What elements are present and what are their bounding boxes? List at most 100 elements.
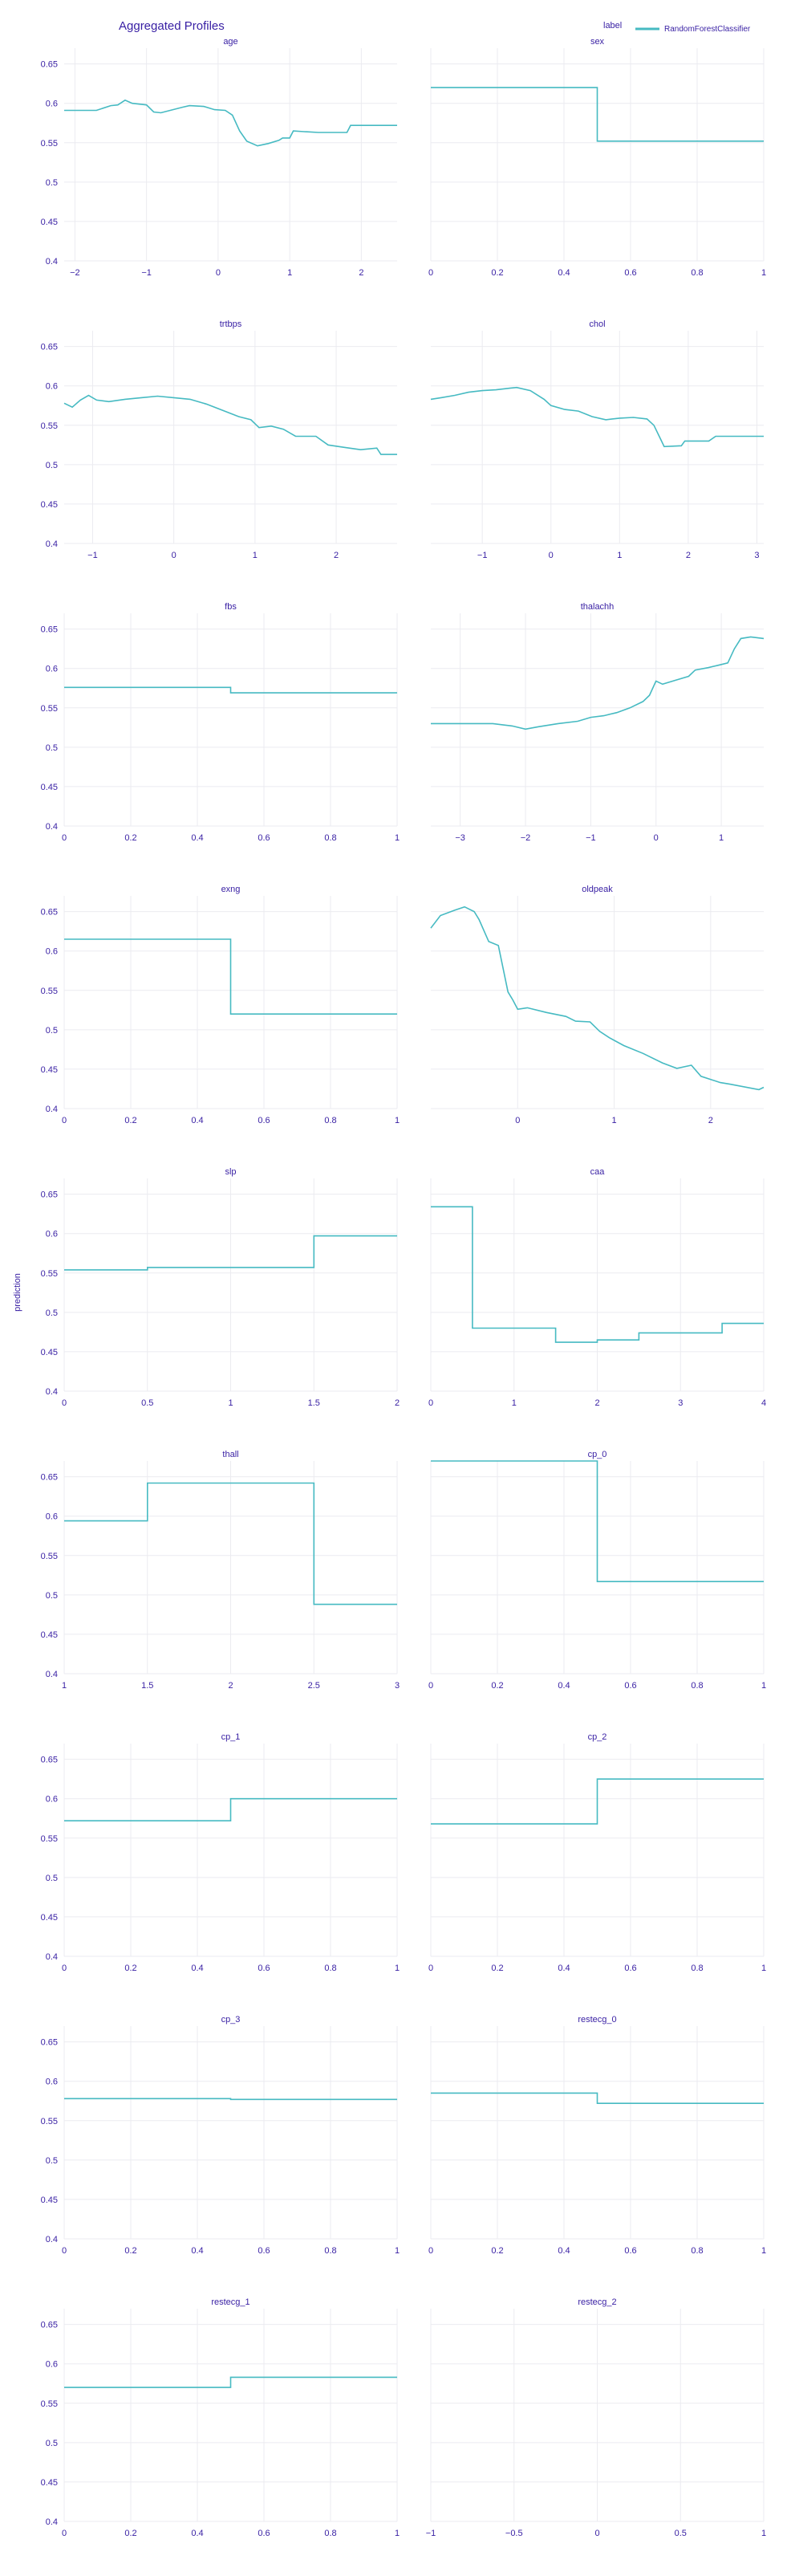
series-line-caa — [431, 1206, 764, 1343]
panel-title: restecg_0 — [578, 2015, 616, 2025]
y-tick-label: 0.4 — [46, 2235, 58, 2244]
x-tick-label: 0 — [62, 1398, 67, 1408]
y-tick-label: 0.65 — [41, 343, 58, 352]
panel-title: cp_2 — [588, 1732, 607, 1742]
x-tick-label: 0.4 — [191, 1964, 203, 1973]
x-tick-label: 0.4 — [191, 1116, 203, 1125]
y-tick-label: 0.4 — [46, 1105, 58, 1114]
y-tick-label: 0.65 — [41, 1190, 58, 1200]
x-tick-label: 0 — [62, 2529, 67, 2538]
panel-title: restecg_1 — [211, 2297, 249, 2307]
x-tick-label: 4 — [761, 1398, 766, 1408]
series-line-cp_0 — [431, 1460, 764, 1582]
x-tick-label: 0 — [216, 268, 221, 278]
y-tick-label: 0.45 — [41, 1630, 58, 1640]
panel-cp_2: cp_2 0 0.2 0.4 0.6 0.8 1 — [428, 1732, 766, 1973]
x-tick-label: −1 — [141, 268, 152, 278]
y-tick-label: 0.65 — [41, 60, 58, 70]
x-tick-label: 0.8 — [324, 1964, 336, 1973]
x-tick-label: 0.6 — [258, 1116, 270, 1125]
x-tick-label: 0 — [62, 1116, 67, 1125]
x-tick-label: 3 — [678, 1398, 683, 1408]
y-tick-label: 0.5 — [46, 743, 58, 753]
x-tick-label: 1 — [761, 1964, 766, 1973]
x-tick-label: −1 — [87, 551, 98, 560]
panel-title: cp_3 — [221, 2015, 241, 2025]
y-tick-label: 0.65 — [41, 625, 58, 635]
y-tick-label: 0.45 — [41, 2196, 58, 2205]
y-tick-label: 0.4 — [46, 257, 58, 267]
x-tick-label: 1 — [287, 268, 292, 278]
y-axis-label: prediction — [13, 1273, 22, 1312]
x-tick-label: 0 — [654, 833, 659, 843]
y-tick-label: 0.5 — [46, 178, 58, 188]
x-tick-label: 1 — [512, 1398, 517, 1408]
panel-sex: sex 0 0.2 0.4 0.6 0.8 1 — [428, 37, 766, 278]
y-tick-label: 0.6 — [46, 665, 58, 674]
y-tick-label: 0.5 — [46, 461, 58, 470]
panel-restecg_0: restecg_0 0 0.2 0.4 0.6 0.8 1 — [428, 2015, 766, 2256]
x-tick-label: 0 — [62, 2246, 67, 2256]
x-tick-label: 0.6 — [258, 2529, 270, 2538]
series-line-exng — [64, 938, 397, 1015]
x-tick-label: 0.2 — [124, 1116, 136, 1125]
series-line-chol — [430, 386, 764, 448]
panel-exng: exng 0.4 0.45 0.5 0.55 0.6 0.65 0 0.2 0.4 0.6 0.8 1 — [41, 885, 400, 1125]
y-tick-label: 0.6 — [46, 947, 58, 957]
x-tick-label: 0.8 — [324, 833, 336, 843]
x-tick-label: 1.5 — [141, 1681, 153, 1691]
x-tick-label: 0.2 — [124, 1964, 136, 1973]
y-tick-label: 0.6 — [46, 2360, 58, 2370]
y-tick-label: 0.5 — [46, 2156, 58, 2166]
x-tick-label: 1 — [395, 1116, 400, 1125]
series-line-age — [64, 99, 397, 147]
panel-caa: caa 0 1 2 3 4 — [428, 1167, 766, 1408]
x-tick-label: 0.2 — [491, 2246, 503, 2256]
x-tick-label: −0.5 — [505, 2529, 523, 2538]
panel-restecg_2: restecg_2 −1 −0.5 0 0.5 1 — [426, 2297, 766, 2538]
x-tick-label: −3 — [455, 833, 465, 843]
y-tick-label: 0.45 — [41, 2478, 58, 2488]
legend[interactable]: label RandomForestClassifier — [603, 21, 751, 34]
x-tick-label: 0 — [428, 1681, 433, 1691]
y-tick-label: 0.55 — [41, 139, 58, 149]
panel-slp: slp 0.4 0.45 0.5 0.55 0.6 0.65 0 0.5 1 1.5 2 — [41, 1167, 400, 1408]
y-tick-label: 0.5 — [46, 1308, 58, 1318]
panel-cp_0: cp_0 0 0.2 0.4 0.6 0.8 1 — [428, 1450, 766, 1691]
y-tick-label: 0.55 — [41, 987, 58, 996]
y-tick-label: 0.55 — [41, 1269, 58, 1279]
y-tick-label: 0.5 — [46, 2439, 58, 2448]
y-tick-label: 0.65 — [41, 2321, 58, 2330]
x-tick-label: 0.6 — [624, 2246, 636, 2256]
panel-cp_3: cp_3 0.4 0.45 0.5 0.55 0.6 0.65 0 0.2 0.4 0.6 0.8 1 — [41, 2015, 400, 2256]
panel-title: restecg_2 — [578, 2297, 616, 2307]
series-line-fbs — [64, 686, 397, 694]
x-tick-label: 0.6 — [258, 1964, 270, 1973]
series-line-sex — [431, 87, 764, 142]
x-tick-label: 0.8 — [691, 268, 703, 278]
panel-restecg_1: restecg_1 0.4 0.45 0.5 0.55 0.6 0.65 0 0.2 0.4 0.6… — [41, 2297, 400, 2538]
x-tick-label: 2 — [594, 1398, 599, 1408]
series-line-thalachh — [431, 636, 765, 730]
series-line-restecg_1 — [64, 2376, 397, 2388]
x-tick-label: 0 — [428, 2246, 433, 2256]
y-tick-label: 0.4 — [46, 1670, 58, 1679]
x-tick-label: 0.2 — [124, 2246, 136, 2256]
x-tick-label: 1.5 — [308, 1398, 320, 1408]
x-tick-label: 2 — [228, 1681, 233, 1691]
panel-title: chol — [589, 319, 605, 329]
panel-title: cp_0 — [588, 1450, 607, 1459]
x-tick-label: 0.4 — [191, 2529, 203, 2538]
x-tick-label: 0.6 — [624, 268, 636, 278]
y-tick-label: 0.45 — [41, 783, 58, 792]
x-tick-label: 0.8 — [324, 1116, 336, 1125]
x-tick-label: 1 — [611, 1116, 616, 1125]
x-tick-label: 0.4 — [558, 268, 570, 278]
x-tick-label: 1 — [761, 2529, 766, 2538]
panel-title: oldpeak — [582, 885, 613, 894]
y-tick-label: 0.5 — [46, 1026, 58, 1036]
panel-title: age — [223, 37, 237, 47]
panel-title: thalachh — [581, 602, 615, 612]
panel-thall: thall 0.4 0.45 0.5 0.55 0.6 0.65 1 1.5 2 2.5 3 — [41, 1450, 400, 1691]
